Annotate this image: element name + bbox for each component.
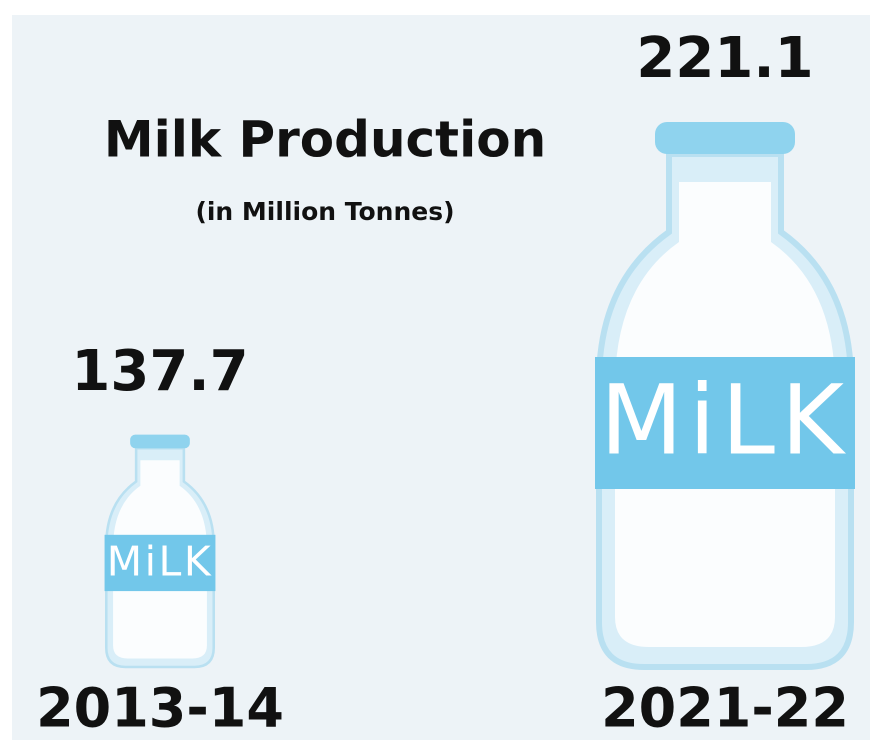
bottle-cap [655,122,795,154]
bottle-text: MiLK [107,538,214,586]
value-label: 137.7 [71,339,248,404]
value-label: 221.1 [636,26,813,91]
bottle: MiLK [595,122,855,670]
category-label: 2013-14 [36,677,284,740]
bottle-text: MiLK [600,364,850,476]
chart-title: Milk Production [104,111,546,169]
bottle-band [595,357,855,489]
bottle-band [104,534,216,592]
bottle-cap [130,434,190,449]
category-label: 2021-22 [601,677,849,740]
chart-subtitle: (in Million Tonnes) [195,197,454,226]
bottle: MiLK [104,434,216,669]
